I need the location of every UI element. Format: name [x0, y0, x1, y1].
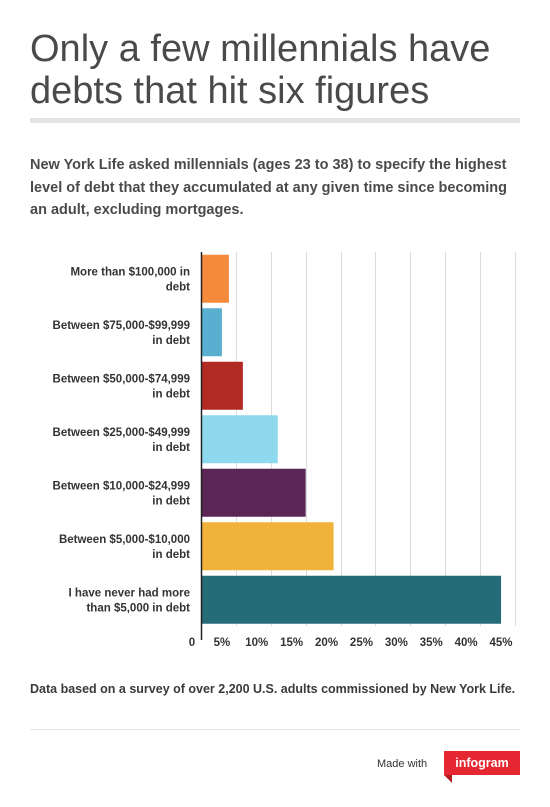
category-label: Between $75,000-$99,999 in debt — [53, 320, 191, 347]
x-tick-label: 35% — [420, 637, 443, 649]
x-tick-label: 30% — [385, 637, 408, 649]
x-tick-label: 45% — [489, 637, 512, 649]
category-label: I have never had more than $5,000 in debt — [69, 587, 191, 614]
bar — [201, 254, 229, 303]
bar — [201, 415, 278, 464]
bar — [201, 522, 334, 571]
x-tick-label: 40% — [455, 637, 478, 649]
chart-title: Only a few millennials have debts that h… — [30, 28, 491, 112]
bar — [201, 308, 222, 357]
x-tick-label: 10% — [245, 637, 268, 649]
x-tick-label: 15% — [280, 637, 303, 649]
source-note: Data based on a survey of over 2,200 U.S… — [30, 682, 516, 696]
category-label: Between $50,000-$74,999 in debt — [53, 373, 191, 400]
made-with-label: Made with — [377, 758, 428, 770]
x-tick-label: 0 — [189, 637, 195, 649]
chart-subtitle: New York Life asked millennials (ages 23… — [30, 157, 508, 218]
category-label: Between $5,000-$10,000 in debt — [59, 534, 190, 561]
infogram-logo-tail — [444, 775, 452, 783]
category-label: More than $100,000 in debt — [70, 266, 190, 293]
bar-chart-svg: More than $100,000 in debt Between $75,000… — [53, 252, 516, 649]
bar — [201, 468, 306, 517]
category-label: Between $10,000-$24,999 in debt — [53, 480, 191, 507]
category-label: Between $25,000-$49,999 in debt — [53, 427, 191, 454]
infogram-logo[interactable]: infogram — [444, 751, 520, 775]
bar — [201, 575, 502, 624]
bar — [201, 361, 243, 410]
x-tick-label: 25% — [350, 637, 373, 649]
x-tick-label: 5% — [214, 637, 231, 649]
bar-chart: More than $100,000 in debt Between $75,000… — [0, 240, 550, 660]
title-divider — [30, 118, 520, 123]
footer-divider — [30, 729, 520, 730]
x-tick-label: 20% — [315, 637, 338, 649]
